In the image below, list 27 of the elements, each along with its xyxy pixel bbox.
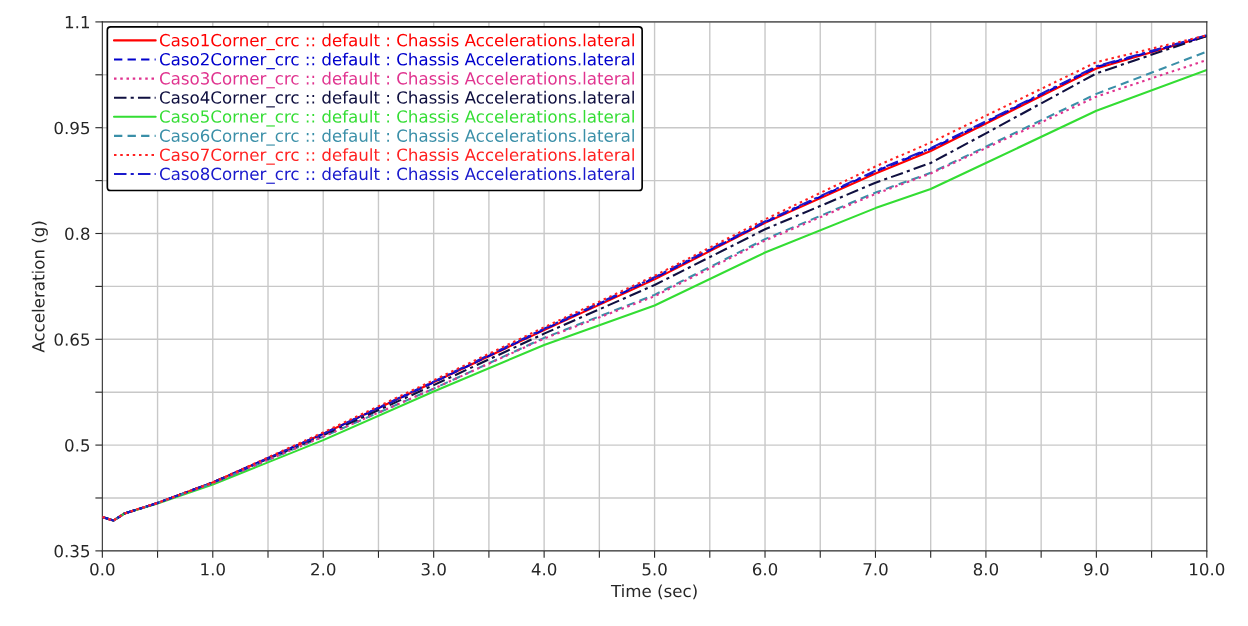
y-tick-label: 0.95 <box>54 121 90 135</box>
x-tick-label: 0.0 <box>90 562 115 576</box>
y-tick-label: 0.8 <box>65 227 90 241</box>
legend-label: Caso1Corner_crc :: default : Chassis Accelerations.lateral <box>159 33 634 51</box>
legend-label: Caso5Corner_crc :: default : Chassis Accelerations.lateral <box>159 109 634 127</box>
y-tick-label: 0.35 <box>54 544 90 558</box>
x-tick-label: 9.0 <box>1084 562 1109 576</box>
legend-label: Caso7Corner_crc :: default : Chassis Accelerations.lateral <box>159 148 634 165</box>
x-axis-title: Time (sec) <box>610 584 697 600</box>
x-tick-label: 6.0 <box>752 562 778 576</box>
y-tick-label: 0.5 <box>65 439 90 452</box>
legend-label: Caso3Corner_crc :: default : Chassis Accelerations.lateral <box>159 71 634 89</box>
y-tick-label: 1.1 <box>65 16 89 29</box>
x-tick-label: 7.0 <box>863 562 888 576</box>
x-tick-label: 3.0 <box>421 562 446 576</box>
x-tick-label: 10.0 <box>1190 562 1225 576</box>
legend-label: Caso4Corner_crc :: default : Chassis Accelerations.lateral <box>159 90 634 108</box>
x-tick-label: 1.0 <box>201 562 225 576</box>
legend-label: Caso8Corner_crc :: default : Chassis Accelerations.lateral <box>159 167 634 184</box>
y-axis-title: Acceleration (g) <box>31 221 48 353</box>
y-tick-label: 0.65 <box>54 333 90 346</box>
x-tick-label: 5.0 <box>642 562 667 576</box>
x-tick-label: 8.0 <box>973 562 999 576</box>
legend-label: Caso2Corner_crc :: default : Chassis Accelerations.lateral <box>159 52 634 70</box>
legend-label: Caso6Corner_crc :: default : Chassis Accelerations.lateral <box>159 129 634 146</box>
x-tick-label: 4.0 <box>531 562 557 576</box>
x-tick-label: 2.0 <box>311 562 336 576</box>
